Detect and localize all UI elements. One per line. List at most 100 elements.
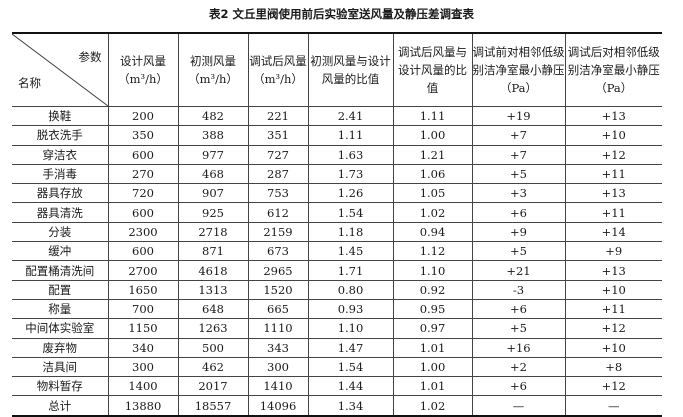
value-cell: 0.93 [307, 298, 394, 320]
column-header: 调试后对相邻低级别洁净室最小静压（Pa） [564, 32, 662, 107]
value-cell: 1.01 [392, 376, 473, 397]
value-cell: +6 [471, 298, 566, 320]
room-name-cell: 中间体实验室 [12, 318, 109, 339]
value-cell: 1.26 [307, 183, 394, 204]
value-cell: 1.01 [392, 337, 473, 358]
value-cell: 1.00 [392, 356, 473, 378]
value-cell: 1.21 [392, 144, 473, 165]
value-cell: 270 [107, 163, 179, 185]
value-cell: +7 [471, 144, 566, 165]
table-row: 配置 1650 1313 1520 0.80 0.92 -3 +10 [12, 279, 662, 300]
value-cell: +6 [471, 202, 566, 223]
value-cell: +11 [564, 163, 662, 185]
table-row: 换鞋 200 482 221 2.41 1.11 +19 +13 [12, 105, 662, 127]
diagonal-line [12, 34, 108, 106]
value-cell: 1400 [107, 376, 179, 397]
value-cell: 1.10 [307, 318, 394, 339]
value-cell: +5 [471, 163, 566, 185]
table-row: 器具存放 720 907 753 1.26 1.05 +3 +13 [12, 183, 662, 204]
value-cell: 1.45 [307, 241, 394, 262]
value-cell: 462 [177, 356, 249, 378]
room-name-cell: 器具存放 [12, 183, 109, 204]
value-cell: 1.11 [307, 125, 394, 146]
value-cell: +8 [564, 356, 662, 378]
value-cell: +9 [471, 221, 566, 243]
value-cell: 673 [247, 241, 309, 262]
table-row: 物料暂存 1400 2017 1410 1.44 1.01 +6 +12 [12, 376, 662, 397]
value-cell: 2718 [177, 221, 249, 243]
value-cell: +9 [564, 241, 662, 262]
value-cell: 2159 [247, 221, 309, 243]
header-row: 参数 名称 设计风量（m³/h） 初测风量（m³/h） 调试后风量（m³/h） 初测风… [12, 32, 662, 107]
value-cell: 1.47 [307, 337, 394, 358]
value-cell: +13 [564, 183, 662, 204]
room-name-cell: 配置 [12, 279, 109, 300]
corner-name-label: 名称 [18, 76, 41, 90]
table-title: 表2 文丘里阀使用前后实验室送风量及静压差调查表 [208, 7, 474, 21]
value-cell: 612 [247, 202, 309, 223]
value-cell: 1.73 [307, 163, 394, 185]
value-cell: 0.80 [307, 279, 394, 300]
value-cell: 1.06 [392, 163, 473, 185]
column-header: 设计风量（m³/h） [107, 32, 179, 107]
value-cell: 14096 [247, 395, 309, 417]
room-name-cell: 穿洁衣 [12, 144, 109, 165]
value-cell: 1.05 [392, 183, 473, 204]
room-name-cell: 洁具间 [12, 356, 109, 378]
value-cell: 221 [247, 105, 309, 127]
value-cell: 1.44 [307, 376, 394, 397]
value-cell: 700 [107, 298, 179, 320]
room-name-cell: 换鞋 [12, 105, 109, 127]
value-cell: +13 [564, 260, 662, 281]
value-cell: 0.94 [392, 221, 473, 243]
value-cell: 600 [107, 202, 179, 223]
value-cell: +13 [564, 105, 662, 127]
value-cell: 388 [177, 125, 249, 146]
room-name-cell: 器具清洗 [12, 202, 109, 223]
value-cell: +11 [564, 298, 662, 320]
value-cell: +14 [564, 221, 662, 243]
value-cell: 1313 [177, 279, 249, 300]
value-cell: 18557 [177, 395, 249, 417]
column-header: 初测风量与设计风量的比值 [307, 32, 394, 107]
value-cell: 977 [177, 144, 249, 165]
value-cell: 907 [177, 183, 249, 204]
value-cell: 1263 [177, 318, 249, 339]
value-cell: +12 [564, 376, 662, 397]
value-cell: +5 [471, 318, 566, 339]
value-cell: 1150 [107, 318, 179, 339]
room-name-cell: 分装 [12, 221, 109, 243]
room-name-cell: 称量 [12, 298, 109, 320]
value-cell: +21 [471, 260, 566, 281]
value-cell: +5 [471, 241, 566, 262]
table-row: 中间体实验室 1150 1263 1110 1.10 0.97 +5 +12 [12, 318, 662, 339]
value-cell: 468 [177, 163, 249, 185]
value-cell: +6 [471, 376, 566, 397]
table-row: 分装 2300 2718 2159 1.18 0.94 +9 +14 [12, 221, 662, 243]
room-name-cell: 配置桶清洗间 [12, 260, 109, 281]
room-name-cell: 废弃物 [12, 337, 109, 358]
value-cell: 600 [107, 241, 179, 262]
value-cell: 200 [107, 105, 179, 127]
value-cell: 300 [247, 356, 309, 378]
value-cell: +19 [471, 105, 566, 127]
value-cell: 665 [247, 298, 309, 320]
value-cell: 727 [247, 144, 309, 165]
table-row: 配置桶清洗间 2700 4618 2965 1.71 1.10 +21 +13 [12, 260, 662, 281]
value-cell: 2017 [177, 376, 249, 397]
value-cell: +11 [564, 202, 662, 223]
value-cell: 1410 [247, 376, 309, 397]
value-cell: 1.63 [307, 144, 394, 165]
table-row: 手消毒 270 468 287 1.73 1.06 +5 +11 [12, 163, 662, 185]
table-row: 穿洁衣 600 977 727 1.63 1.21 +7 +12 [12, 144, 662, 165]
value-cell: 351 [247, 125, 309, 146]
table-row: 器具清洗 600 925 612 1.54 1.02 +6 +11 [12, 202, 662, 223]
table-row: 废弃物 340 500 343 1.47 1.01 +16 +10 [12, 337, 662, 358]
value-cell: 1.54 [307, 356, 394, 378]
value-cell: 871 [177, 241, 249, 262]
value-cell: 1.12 [392, 241, 473, 262]
table-row: 称量 700 648 665 0.93 0.95 +6 +11 [12, 298, 662, 320]
value-cell: 2300 [107, 221, 179, 243]
value-cell: 720 [107, 183, 179, 204]
value-cell: -3 [471, 279, 566, 300]
